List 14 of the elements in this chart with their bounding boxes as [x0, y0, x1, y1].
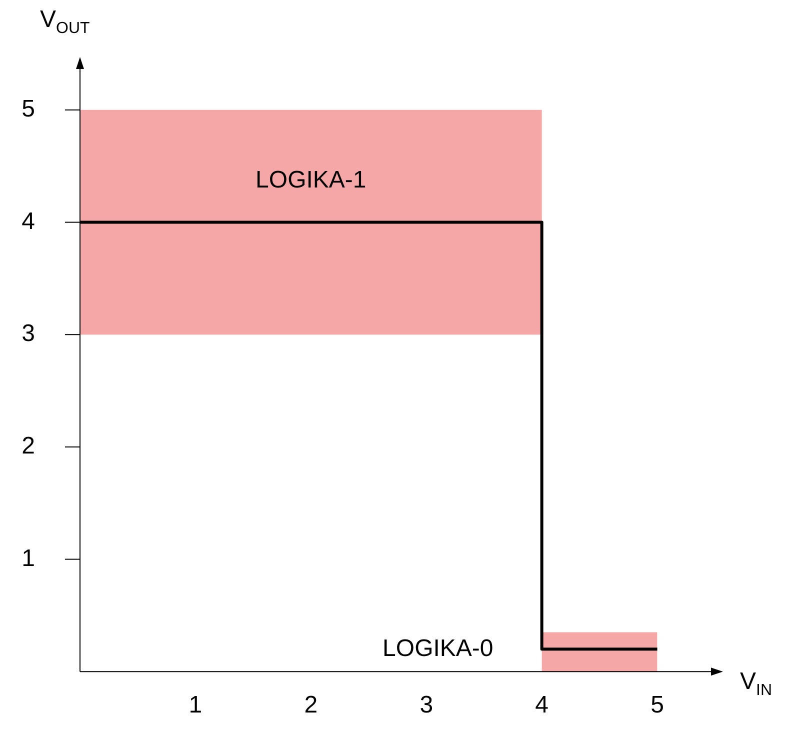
y-tick-label: 4: [22, 208, 35, 235]
annotation: LOGIKA-1: [256, 166, 366, 194]
x-axis-title: V$_{IN}$: [740, 668, 772, 700]
annotation: LOGIKA-0: [382, 634, 494, 662]
x-tick-label: 2: [304, 692, 318, 719]
x-tick-label: 1: [188, 692, 202, 719]
x-tick-label: 3: [420, 692, 434, 719]
y-tick-label: 2: [22, 432, 35, 460]
x-tick-label: 5: [650, 692, 664, 719]
y-tick-label: 5: [22, 96, 35, 123]
x-tick-label: 4: [535, 692, 548, 719]
y-tick-label: 1: [22, 544, 35, 572]
y-axis-title: V$_{OUT}$: [40, 6, 90, 38]
y-tick-label: 3: [22, 320, 35, 348]
